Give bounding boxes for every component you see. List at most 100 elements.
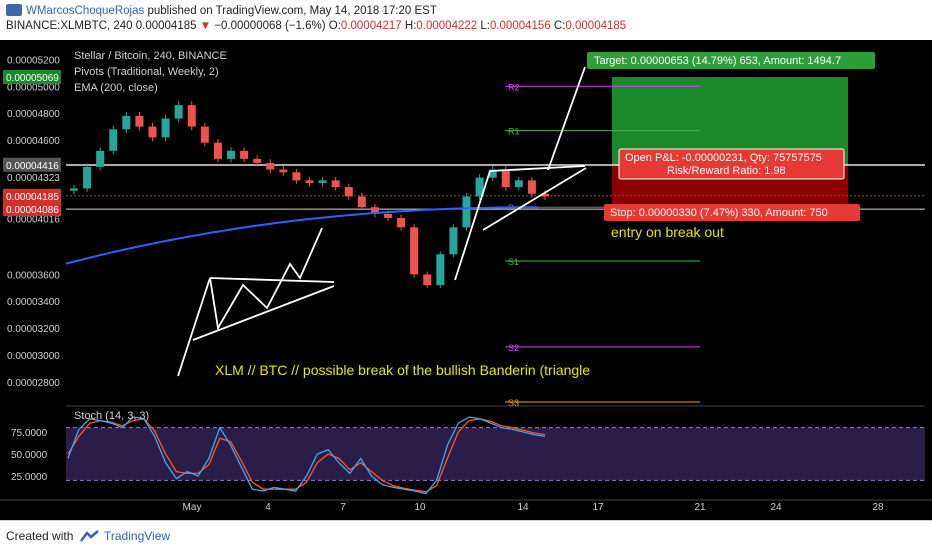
stoch-band: [66, 427, 925, 481]
down-arrow-icon: ▼: [199, 20, 212, 32]
price-tick-label: 0.00004323: [7, 173, 60, 184]
candle: [213, 142, 222, 159]
open-value: 0.00004217: [340, 20, 402, 32]
chart-title: Stellar / Bitcoin, 240, BINANCE: [74, 50, 227, 62]
candle: [357, 196, 366, 208]
breakout-rise-line: [454, 170, 491, 281]
candle: [279, 169, 288, 173]
stoch-legend: Stoch (14, 3, 3): [74, 410, 149, 422]
author-avatar: [6, 4, 22, 16]
candle: [370, 207, 379, 214]
price-tick-label: 0.00005200: [7, 55, 60, 66]
candle: [161, 118, 170, 138]
time-tick-label: 14: [517, 502, 529, 513]
low-label: L:: [480, 20, 490, 32]
time-tick-label: 10: [414, 502, 426, 513]
candle: [541, 193, 549, 197]
stoch-k-line: [67, 416, 546, 495]
candle: [187, 105, 196, 127]
high-value: 0.00004222: [416, 20, 478, 32]
candle: [109, 129, 118, 151]
candle: [475, 177, 484, 197]
created-with-label: Created with: [6, 529, 74, 543]
author-name[interactable]: WMarcosChoqueRojas: [26, 5, 145, 17]
price-tag-label: 0.00004086: [6, 205, 59, 216]
time-tick-label: 17: [592, 502, 604, 513]
high-label: H:: [404, 20, 417, 32]
triangle-bottom-line: [482, 167, 587, 231]
open-label: O:: [328, 20, 341, 32]
candle: [436, 254, 445, 286]
candle: [423, 274, 432, 286]
candle: [227, 150, 235, 159]
time-tick-label: 4: [265, 502, 271, 513]
sketch-bottom-line: [192, 285, 335, 341]
pnl-box: [618, 148, 845, 180]
candle: [148, 126, 157, 138]
publish-info: published on TradingView.com, May 14, 20…: [147, 5, 437, 17]
candle: [318, 180, 327, 184]
stop-label: Stop: 0.00000330 (7.47%) 330, Amount: 75…: [610, 207, 828, 219]
price-tick-label: 0.00004800: [7, 109, 60, 120]
candle: [344, 187, 353, 197]
candle: [462, 196, 471, 228]
price-tick-label: 0.00003400: [7, 297, 60, 308]
candle: [305, 180, 314, 184]
chart-header: WMarcosChoqueRojas published on TradingV…: [0, 0, 932, 40]
candle: [96, 150, 105, 167]
price-tag-label: 0.00004185: [6, 192, 59, 203]
candle: [527, 180, 536, 194]
ema-line: [65, 206, 538, 265]
candle: [83, 166, 92, 189]
price-tick-label: 0.00004600: [7, 136, 60, 147]
price-tick-label: 0.00003600: [7, 270, 60, 281]
candle: [501, 169, 510, 188]
ema-legend: EMA (200, close): [74, 82, 158, 94]
price-tick-label: 0.00005000: [7, 82, 60, 93]
low-value: 0.00004156: [489, 20, 551, 32]
long-position-tool[interactable]: Target: 0.00000653 (14.79%) 653, Amount:…: [587, 52, 875, 221]
pivot-label-s3: S3: [508, 398, 519, 408]
symbol-label: BINANCE:XLMBTC, 240: [6, 20, 133, 32]
candle: [266, 162, 275, 170]
time-tick-label: 24: [770, 502, 782, 513]
stoch-tick-label: 75.0000: [11, 428, 48, 439]
candle: [200, 126, 209, 143]
pnl-label: Open P&L: -0.00000231, Qty: 75757575: [625, 152, 822, 164]
risk-reward-label: Risk/Reward Ratio: 1.98: [667, 165, 786, 177]
footer: Created with TradingView: [0, 520, 932, 551]
candle: [384, 213, 392, 218]
candle: [240, 150, 249, 159]
target-label-box: [587, 52, 875, 69]
stoch-tick-label: 25.0000: [11, 472, 48, 483]
price-tick-label: 0.00002800: [7, 378, 60, 389]
pivot-label-s2: S2: [508, 343, 519, 353]
price-chart[interactable]: R2R1PS1S2S30.000052000.000050000.0000480…: [0, 40, 932, 520]
candle: [174, 105, 183, 119]
candle: [514, 180, 523, 188]
candle: [397, 217, 406, 228]
candle: [292, 172, 301, 181]
close-value: 0.00004185: [565, 20, 627, 32]
price-change: −0.00000068 (−1.6%): [214, 20, 326, 32]
price-tag-box: [3, 188, 61, 203]
time-tick-label: May: [183, 502, 202, 513]
tradingview-link[interactable]: TradingView: [104, 529, 171, 543]
time-tick-label: 28: [872, 502, 884, 513]
candle: [449, 227, 458, 255]
stoch-d-line: [67, 418, 546, 493]
pivots-legend: Pivots (Traditional, Weekly, 2): [74, 66, 219, 78]
pivot-label-s1: S1: [508, 257, 519, 267]
triangle-top-line: [489, 165, 586, 172]
pivot-label-r1: R1: [508, 127, 520, 137]
candle: [122, 115, 131, 130]
price-tag-box: [3, 70, 61, 85]
tradingview-logo-icon: [80, 530, 99, 542]
price-tick-label: 0.00003000: [7, 351, 60, 362]
price-tick-label: 0.00003200: [7, 324, 60, 335]
time-tick-label: 7: [340, 502, 346, 513]
price-pane: R2R1PS1S2S30.000052000.000050000.0000480…: [3, 55, 925, 408]
price-tag-label: 0.00004416: [6, 161, 59, 172]
price-tag-label: 0.00005069: [6, 73, 59, 84]
time-tick-label: 21: [694, 502, 706, 513]
